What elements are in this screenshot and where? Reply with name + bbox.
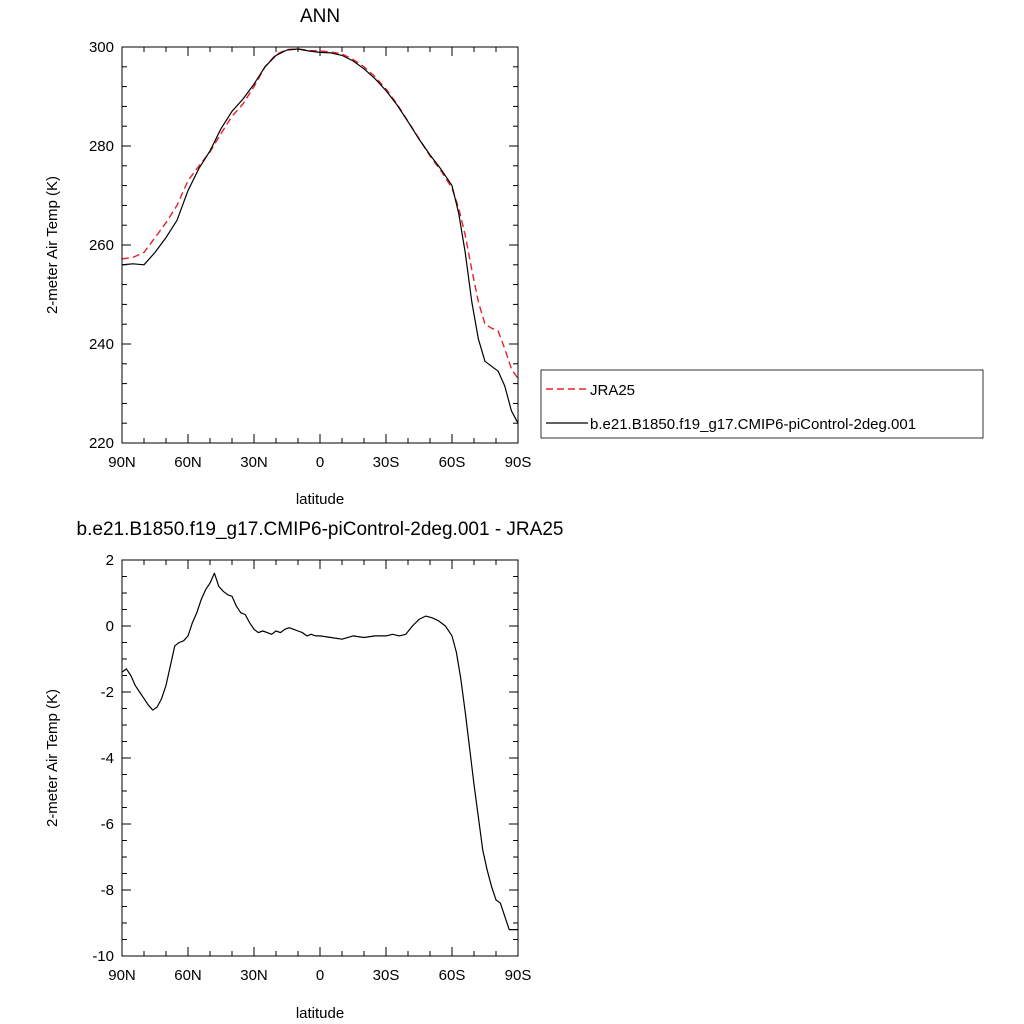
bottom-x-tick-label: 60N — [174, 967, 202, 984]
bottom-x-tick-label: 30S — [373, 967, 400, 984]
bottom-y-axis-label: 2-meter Air Temp (K) — [44, 689, 61, 827]
legend: JRA25 b.e21.B1850.f19_g17.CMIP6-piContro… — [540, 369, 984, 439]
bottom-series-line-0 — [121, 572, 518, 931]
top-plot-frame — [121, 46, 519, 444]
top-series-line-1 — [121, 48, 519, 424]
top-series-group — [121, 48, 519, 424]
bottom-x-tick-label: 0 — [316, 967, 324, 984]
top-x-tick-label: 60N — [174, 454, 202, 471]
top-x-tick-label: 90S — [505, 454, 532, 471]
bottom-y-tick-labels: -10 -8 -6 -4 -2 0 2 — [92, 552, 114, 965]
legend-label-model: b.e21.B1850.f19_g17.CMIP6-piControl-2deg… — [590, 416, 916, 433]
bottom-plot-frame — [121, 559, 519, 957]
bottom-y-tick-label: 0 — [106, 618, 114, 635]
climatology-panel: ANN 90N 60N 30N 0 30S 60S 90S 220240260280300 … — [44, 6, 984, 508]
top-x-tick-label: 90N — [108, 454, 136, 471]
top-x-axis-label: latitude — [296, 491, 344, 508]
bottom-x-axis-label: latitude — [296, 1005, 344, 1022]
top-y-axis-label: 2-meter Air Temp (K) — [44, 176, 61, 314]
top-chart-title: ANN — [300, 6, 340, 27]
bottom-y-tick-label: 2 — [106, 552, 114, 569]
bottom-y-tick-label: -2 — [101, 684, 114, 701]
bottom-x-tick-labels: 90N 60N 30N 0 30S 60S 90S — [108, 967, 531, 984]
bottom-x-tick-label: 30N — [240, 967, 268, 984]
bottom-ticks — [121, 559, 519, 957]
bottom-x-tick-label: 90S — [505, 967, 532, 984]
difference-panel: b.e21.B1850.f19_g17.CMIP6-piControl-2deg… — [44, 519, 563, 1022]
top-x-tick-label: 30S — [373, 454, 400, 471]
top-y-tick-label: 300 — [89, 39, 114, 56]
bottom-series-group — [121, 572, 518, 931]
top-y-tick-label: 220 — [89, 435, 114, 452]
top-x-tick-labels: 90N 60N 30N 0 30S 60S 90S — [108, 454, 531, 471]
top-series-line-0 — [121, 48, 519, 379]
top-x-tick-label: 30N — [240, 454, 268, 471]
top-y-tick-labels: 220 240 260 280 300 — [89, 39, 114, 452]
top-y-tick-label: 280 — [89, 138, 114, 155]
top-y-tick-label: 260 — [89, 237, 114, 254]
bottom-y-tick-label: -10 — [92, 948, 114, 965]
bottom-y-tick-label: -8 — [101, 882, 114, 899]
bottom-chart-title: b.e21.B1850.f19_g17.CMIP6-piControl-2deg… — [77, 519, 564, 540]
top-ticks — [121, 46, 519, 444]
bottom-y-tick-label: -6 — [101, 816, 114, 833]
legend-label-jra25: JRA25 — [590, 382, 635, 399]
top-x-tick-label: 0 — [316, 454, 324, 471]
bottom-x-tick-label: 60S — [439, 967, 466, 984]
top-y-tick-label: 240 — [89, 336, 114, 353]
legend-box — [540, 369, 984, 439]
bottom-y-tick-label: -4 — [101, 750, 114, 767]
top-x-tick-label: 60S — [439, 454, 466, 471]
bottom-x-tick-label: 90N — [108, 967, 136, 984]
